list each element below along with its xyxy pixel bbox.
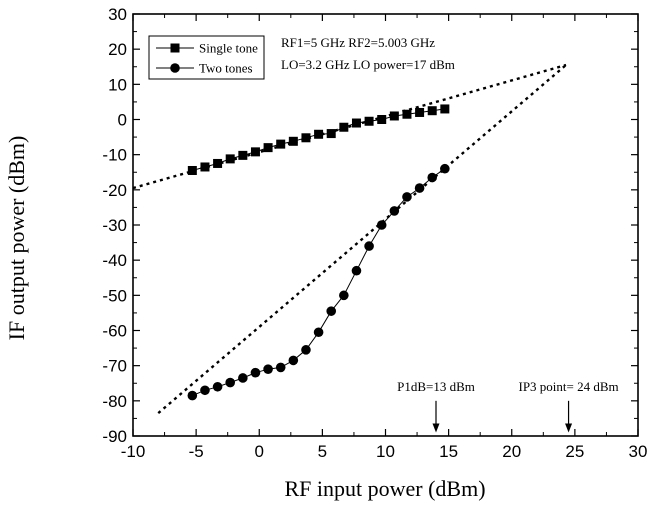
square-marker <box>326 129 336 139</box>
square-marker <box>301 133 311 143</box>
condition-note: LO=3.2 GHz LO power=17 dBm <box>281 57 455 72</box>
annotation-arrow-head <box>432 423 440 433</box>
y-tick-label: 30 <box>108 5 127 24</box>
circle-marker <box>313 327 324 338</box>
square-marker <box>351 118 361 128</box>
annotation-label: P1dB=13 dBm <box>397 379 475 394</box>
legend-circle-marker <box>170 63 180 73</box>
y-tick-label: -10 <box>102 146 127 165</box>
x-tick-label: 30 <box>629 442 648 461</box>
square-marker <box>225 154 235 164</box>
circle-marker <box>351 265 362 276</box>
circle-marker <box>225 377 236 388</box>
x-tick-label: 5 <box>318 442 327 461</box>
square-marker <box>314 129 324 139</box>
square-marker <box>263 143 273 153</box>
circle-marker <box>301 345 311 355</box>
x-tick-label: 10 <box>376 442 395 461</box>
square-marker <box>364 116 374 126</box>
circle-marker <box>263 364 273 374</box>
x-tick-label: 25 <box>565 442 584 461</box>
legend-square-marker <box>170 43 180 53</box>
extrapolation-line <box>132 63 567 190</box>
legend-label: Single tone <box>199 41 258 56</box>
circle-marker <box>339 290 349 301</box>
circle-marker <box>212 381 223 392</box>
square-marker <box>440 104 450 114</box>
circle-marker <box>364 241 374 251</box>
y-tick-label: -90 <box>102 427 127 446</box>
circle-marker <box>275 362 286 373</box>
x-tick-label: 0 <box>255 442 264 461</box>
circle-marker <box>376 220 387 230</box>
circle-marker <box>427 172 438 183</box>
y-tick-label: 0 <box>118 111 127 130</box>
y-tick-label: -30 <box>102 216 127 235</box>
extrapolation-line <box>157 64 567 415</box>
x-tick-label: -5 <box>189 442 204 461</box>
square-marker <box>200 162 210 172</box>
y-tick-label: -60 <box>102 322 127 341</box>
circle-marker <box>414 183 425 193</box>
legend-label: Two tones <box>199 61 253 76</box>
square-marker <box>187 165 197 175</box>
square-marker <box>402 109 412 119</box>
legend-box <box>148 35 265 80</box>
circle-marker <box>288 355 299 366</box>
square-marker <box>377 115 387 124</box>
square-marker <box>288 136 298 146</box>
x-tick-label: 20 <box>502 442 521 461</box>
annotation-arrow-head <box>565 423 573 433</box>
square-marker <box>250 147 260 157</box>
x-tick-label: 15 <box>439 442 458 461</box>
square-marker <box>427 106 437 116</box>
circle-marker <box>326 306 337 316</box>
y-axis-title: IF output power (dBm) <box>4 136 29 341</box>
square-marker <box>238 150 248 160</box>
condition-note: RF1=5 GHz RF2=5.003 GHz <box>281 35 435 50</box>
square-marker <box>415 107 425 117</box>
circle-marker <box>402 192 412 202</box>
circle-marker <box>187 390 198 401</box>
square-marker <box>389 111 399 121</box>
series-line <box>192 168 446 397</box>
circle-marker <box>238 373 248 383</box>
circle-marker <box>200 385 210 396</box>
y-tick-label: -50 <box>102 286 127 305</box>
x-tick-label: -10 <box>121 442 146 461</box>
y-tick-label: -20 <box>102 181 127 200</box>
square-marker <box>339 122 349 132</box>
y-tick-label: -70 <box>102 357 127 376</box>
y-tick-label: -80 <box>102 392 127 411</box>
square-marker <box>213 158 223 168</box>
y-tick-label: 20 <box>108 40 127 59</box>
x-axis-title: RF input power (dBm) <box>284 476 485 501</box>
annotation-label: IP3 point= 24 dBm <box>518 379 618 394</box>
circle-marker <box>389 206 400 216</box>
y-tick-label: 10 <box>108 75 127 94</box>
circle-marker <box>250 367 261 378</box>
square-marker <box>276 139 286 149</box>
y-tick-label: -40 <box>102 251 127 270</box>
circle-marker <box>440 163 450 174</box>
